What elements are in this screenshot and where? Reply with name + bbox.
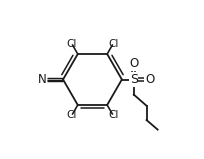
Text: N: N: [38, 73, 46, 86]
Text: Cl: Cl: [67, 39, 77, 49]
Text: Cl: Cl: [108, 110, 118, 120]
Text: Cl: Cl: [108, 39, 118, 49]
Text: Cl: Cl: [67, 110, 77, 120]
Text: O: O: [145, 73, 154, 86]
Text: O: O: [129, 57, 139, 70]
Text: S: S: [130, 73, 138, 86]
